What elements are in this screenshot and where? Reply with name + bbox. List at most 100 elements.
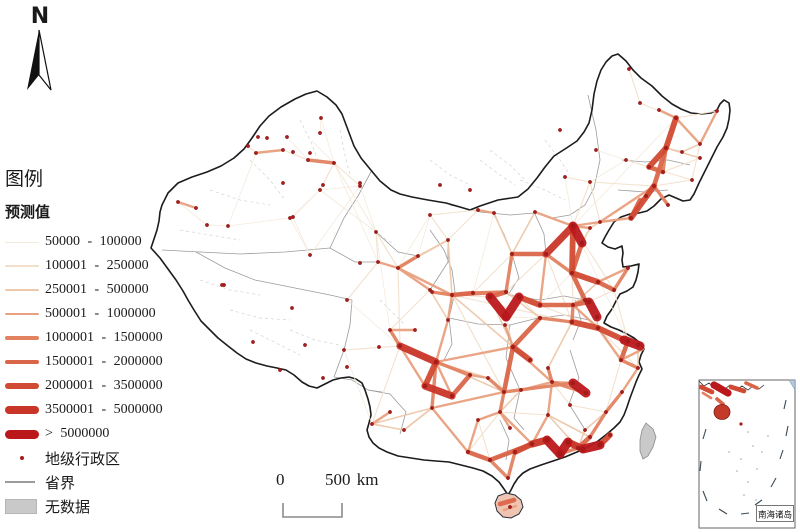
flow-line (227, 217, 291, 227)
province-boundary-line (333, 299, 353, 378)
flow-line (568, 378, 591, 398)
province-boundary-line (551, 94, 601, 219)
inset-label-box (756, 505, 794, 522)
city-dot (318, 188, 322, 192)
inset-island-dot (767, 435, 769, 437)
north-arrow: N (18, 6, 62, 103)
flow-line (493, 212, 513, 255)
city-dot (308, 151, 312, 155)
city-dot (594, 148, 598, 152)
legend-item-city: 地级行政区 (5, 446, 163, 470)
nine-dash-segment (754, 499, 763, 506)
city-dot (698, 142, 702, 146)
flow-line (320, 117, 335, 164)
city-dot (476, 208, 480, 212)
flow-line (396, 254, 420, 270)
city-dot (306, 158, 310, 162)
legend-class-line-swatch (5, 383, 39, 389)
flow-line (319, 189, 377, 233)
flow-line (584, 297, 602, 322)
flow-line (542, 222, 577, 258)
flow-line (343, 349, 373, 425)
city-dot (558, 128, 562, 132)
city-dot (220, 283, 224, 287)
flow-line (653, 179, 693, 187)
flow-line (289, 217, 311, 256)
city-dot (308, 253, 312, 257)
city-dot (345, 298, 349, 302)
city-dot (583, 298, 587, 302)
flow-line (346, 299, 401, 347)
flow-line (397, 214, 431, 269)
flow-line (569, 270, 601, 285)
city-dot (251, 340, 255, 344)
nine-dash-segment (783, 399, 787, 410)
city-dot (588, 226, 592, 230)
city-dot (498, 410, 502, 414)
flow-line (421, 382, 456, 400)
north-arrow-icon (27, 29, 52, 91)
city-dot (502, 390, 506, 394)
flow-line (588, 410, 608, 439)
city-dot (546, 413, 550, 417)
city-dot (291, 215, 295, 219)
inset-flow-line (701, 391, 713, 400)
city-dot (488, 458, 492, 462)
legend-class-line-swatch (5, 241, 39, 243)
city-dot (388, 328, 392, 332)
flow-line (595, 149, 627, 161)
city-dot-swatch (20, 456, 24, 460)
city-dot (423, 384, 427, 388)
city-dot (627, 67, 631, 71)
legend-item-nodata: 无数据 (5, 494, 163, 518)
province-boundary-line (617, 189, 669, 193)
city-dot (644, 194, 648, 198)
inset-island-dot (740, 458, 742, 460)
inset-island-dot (747, 431, 749, 433)
flow-line (472, 253, 513, 294)
flow-line (465, 449, 493, 463)
flow-line (371, 345, 401, 425)
city-dot (450, 293, 454, 297)
city-dot (176, 200, 180, 204)
city-dot (466, 450, 470, 454)
city-dot (376, 260, 380, 264)
north-arrow-label: N (30, 4, 50, 29)
flow-line (628, 68, 641, 104)
flow-line (434, 360, 472, 377)
flow-line (506, 450, 517, 480)
city-dot (619, 358, 623, 362)
legend-class-line-swatch (5, 336, 39, 340)
city-dot (596, 326, 600, 330)
city-dot (434, 360, 438, 364)
flow-line (498, 390, 506, 414)
legend-class-label: 50000 - 100000 (45, 234, 142, 249)
flow-line (569, 319, 601, 331)
legend-city-label: 地级行政区 (45, 451, 121, 468)
flow-line (604, 390, 624, 414)
legend-item-province-boundary: 省界 (5, 470, 163, 494)
flow-line (533, 210, 575, 228)
province-boundary-line (534, 213, 547, 255)
inset-frame (698, 379, 796, 529)
city-dot (486, 376, 490, 380)
flow-line (691, 143, 701, 181)
city-dot (468, 188, 472, 192)
flow-line (511, 211, 536, 255)
flow-line (698, 109, 719, 146)
province-line-swatch (5, 481, 35, 483)
flow-line (505, 291, 541, 319)
legend-class-list: 50000 - 100000 100001 - 250000 250001 - 50… (5, 230, 163, 446)
city-dot (468, 373, 472, 377)
city-dot (581, 447, 585, 451)
city-dot (715, 109, 719, 113)
city-dot (571, 224, 575, 228)
city-dot (588, 180, 592, 184)
legend-class-item-3: 250001 - 500000 (5, 278, 163, 302)
city-dot (374, 230, 378, 234)
flow-line (292, 216, 311, 256)
city-dot (530, 442, 534, 446)
scale-bar: 0 500 km (272, 470, 402, 525)
city-dot (281, 181, 285, 185)
legend-class-label: 250001 - 500000 (45, 282, 149, 297)
